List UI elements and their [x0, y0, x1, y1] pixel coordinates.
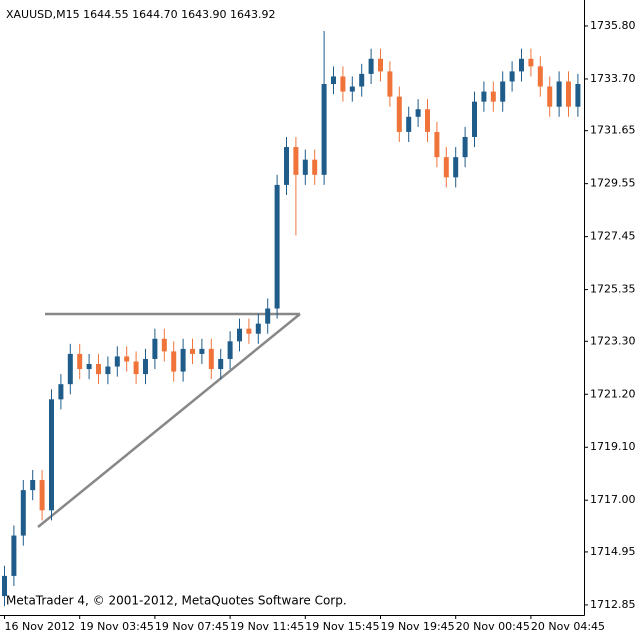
candle-body	[340, 76, 346, 92]
candle-body	[133, 361, 139, 375]
candle-body	[77, 353, 83, 370]
candle-body	[180, 348, 186, 372]
candle-body	[547, 86, 553, 107]
footer: MetaTrader 4, © 2001-2012, MetaQuotes So…	[6, 594, 347, 608]
candle-body	[359, 73, 365, 87]
candle-body	[143, 358, 148, 375]
candle-body	[425, 109, 430, 132]
candle-body	[20, 490, 26, 536]
candle-body	[462, 136, 468, 158]
candle-body	[237, 328, 242, 342]
candle-body	[246, 328, 252, 334]
candle-body	[39, 480, 45, 511]
candle-body	[349, 86, 355, 92]
candle-body	[208, 348, 214, 370]
candle-body	[114, 356, 120, 367]
candle-body	[443, 157, 449, 178]
y-tick-label: 1733.70	[590, 72, 636, 85]
candle-body	[453, 157, 459, 178]
y-tick-label: 1719.10	[590, 440, 636, 453]
candle-body	[415, 109, 421, 117]
x-tick-label: 20 Nov 04:45	[531, 620, 605, 633]
candle-body	[49, 399, 54, 511]
candle-body	[284, 147, 289, 185]
y-tick-label: 1729.55	[590, 177, 636, 190]
candle-body	[2, 575, 7, 597]
candle-body	[86, 364, 92, 370]
y-tick-label: 1721.20	[590, 387, 636, 400]
candle-body	[368, 58, 374, 74]
x-tick-label: 19 Nov 07:45	[155, 620, 229, 633]
x-tick-label: 16 Nov 2012	[5, 620, 75, 633]
candle-body	[58, 384, 64, 400]
candle-body	[321, 84, 327, 175]
candle-body	[30, 480, 36, 491]
candle-body	[406, 116, 412, 132]
y-tick-label: 1735.80	[590, 19, 636, 32]
y-tick-label: 1717.00	[590, 493, 636, 506]
x-tick-label: 19 Nov 19:45	[381, 620, 455, 633]
y-tick-label: 1731.65	[590, 124, 636, 137]
candle-body	[152, 338, 158, 359]
y-tick-label: 1712.85	[590, 598, 636, 611]
candle-body	[566, 81, 571, 107]
candle-body	[255, 323, 261, 334]
candle-body	[67, 353, 73, 385]
chart-title: XAUUSD,M15 1644.55 1644.70 1643.90 1643.…	[6, 8, 276, 21]
candle-body	[387, 71, 393, 97]
candle-body	[519, 58, 524, 72]
candle-body	[96, 364, 101, 375]
candle-body	[265, 308, 271, 324]
candle-body	[190, 348, 195, 354]
y-tick-label: 1714.95	[590, 545, 636, 558]
y-tick-label: 1725.35	[590, 283, 636, 296]
candle-body	[500, 81, 506, 102]
candle-body	[218, 358, 224, 370]
candle-body	[434, 131, 440, 158]
candle-body	[161, 338, 167, 352]
candle-body	[378, 58, 383, 72]
candle-body	[274, 184, 280, 309]
x-tick-label: 19 Nov 15:45	[305, 620, 379, 633]
candle-body	[396, 96, 402, 132]
candle-body	[199, 348, 205, 354]
candle-body	[481, 91, 487, 102]
candle-body	[105, 366, 111, 375]
candle-body	[302, 159, 308, 175]
y-tick-label: 1727.45	[590, 230, 636, 243]
candle-body	[537, 66, 543, 87]
candle-body	[312, 159, 318, 175]
candle-body	[171, 351, 177, 372]
x-tick-label: 19 Nov 11:45	[230, 620, 304, 633]
candle-body	[472, 101, 477, 137]
candle-body	[11, 535, 17, 576]
candle-body	[509, 71, 515, 82]
candle-body	[556, 81, 562, 107]
support-trendline	[37, 313, 301, 528]
x-tick-label: 20 Nov 00:45	[456, 620, 530, 633]
candle-body	[575, 84, 581, 107]
candle-body	[528, 58, 534, 67]
candle-body	[227, 341, 233, 359]
candle-body	[124, 356, 130, 362]
x-tick-label: 19 Nov 03:45	[80, 620, 154, 633]
candle-body	[293, 147, 299, 175]
candle-body	[331, 76, 336, 85]
candle-body	[490, 91, 496, 102]
y-tick-label: 1723.30	[590, 334, 636, 347]
